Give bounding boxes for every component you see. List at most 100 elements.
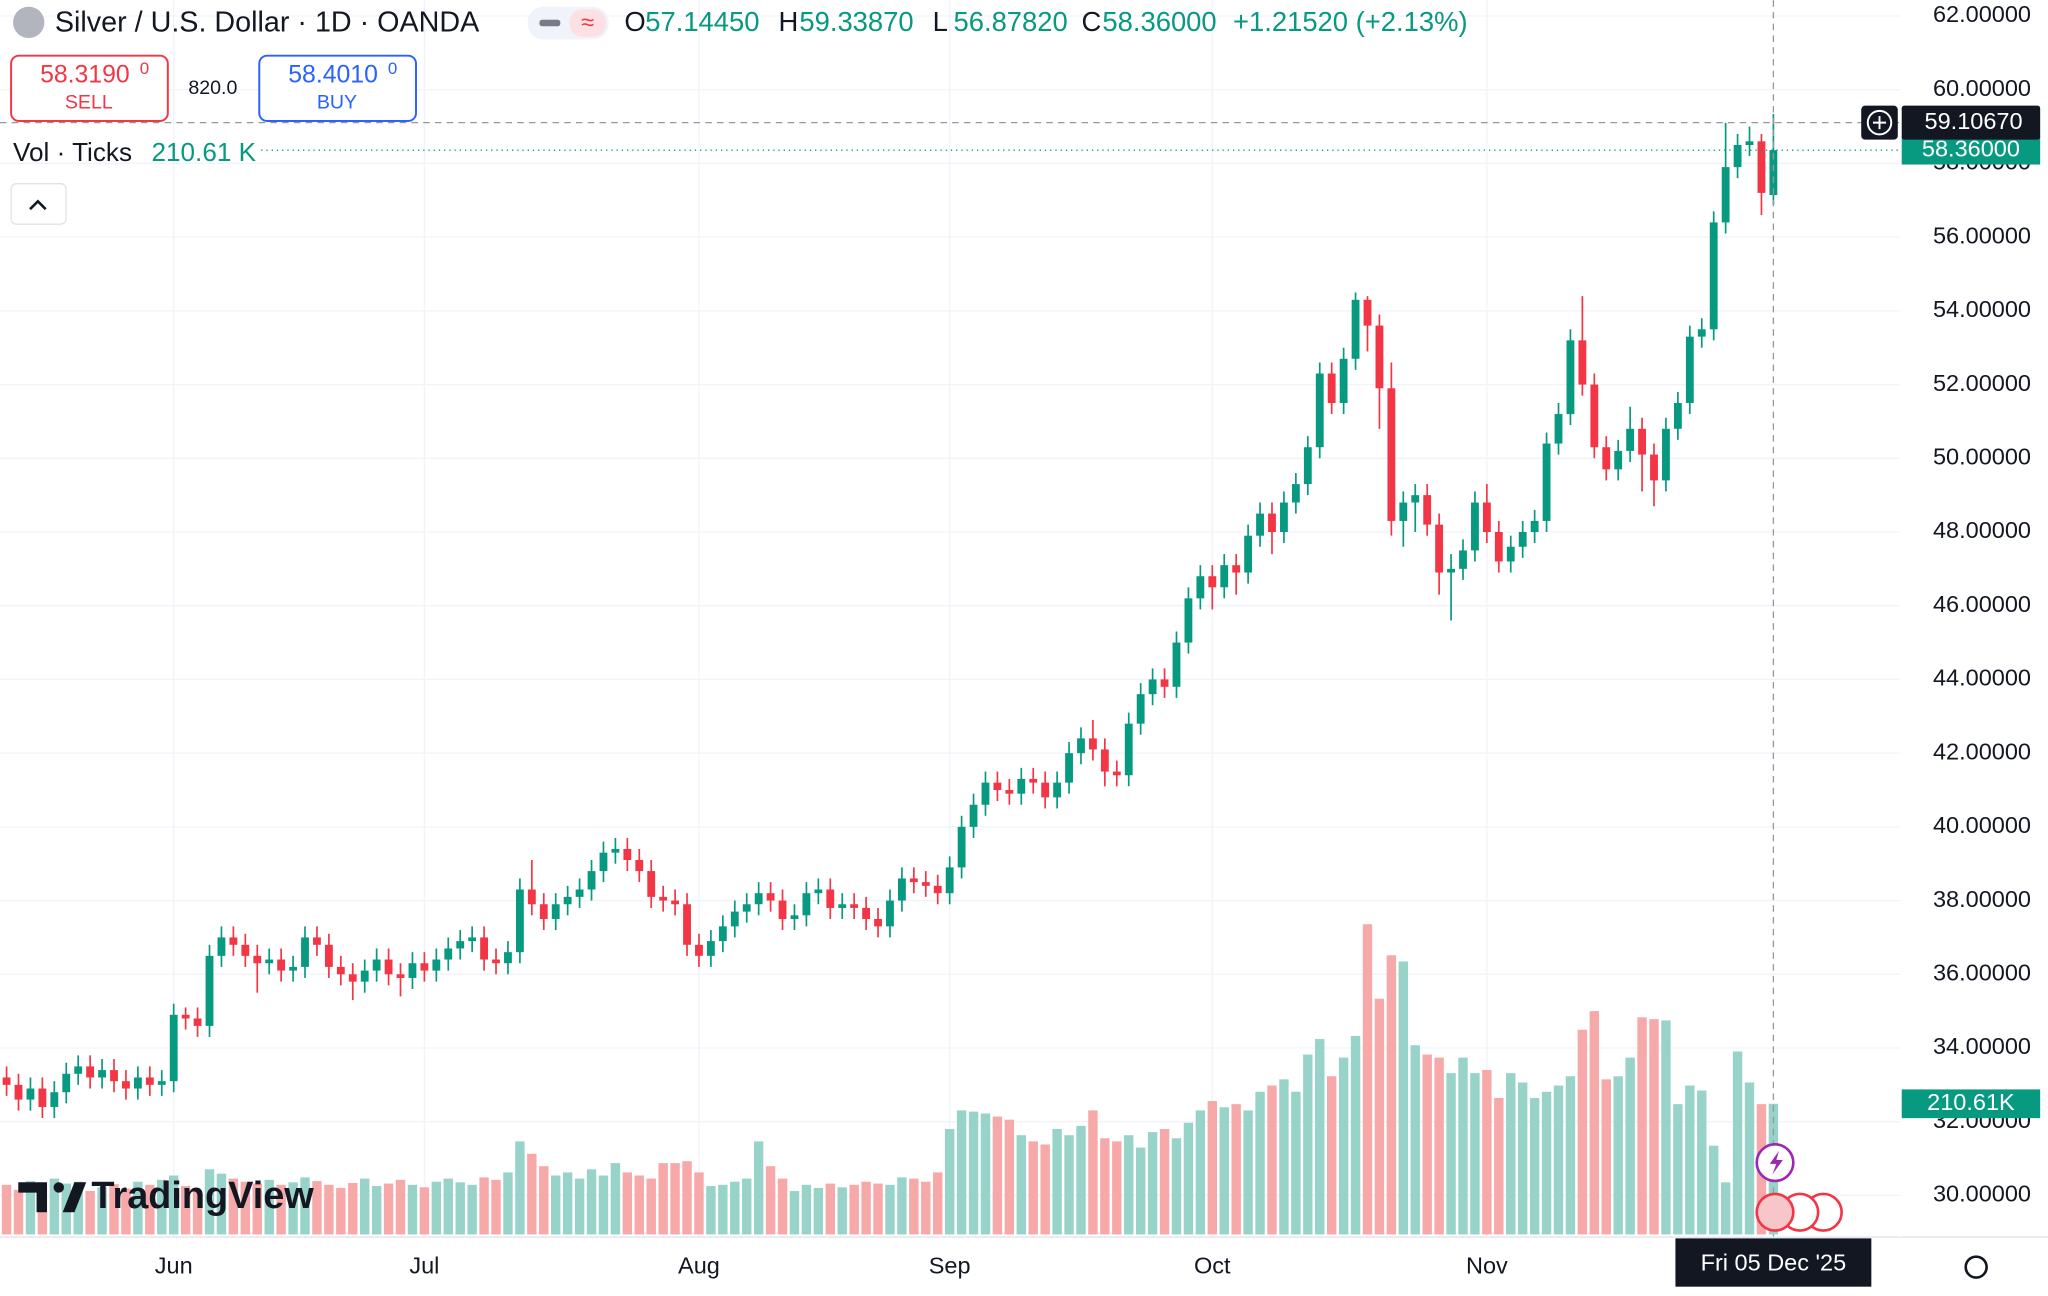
volume-bar	[980, 1113, 991, 1235]
volume-bar	[801, 1184, 812, 1235]
candle-body	[1196, 576, 1205, 599]
candle-body	[933, 885, 942, 894]
candle-body	[1148, 679, 1157, 695]
volume-bar	[479, 1177, 489, 1235]
volume-bar	[1517, 1082, 1528, 1235]
y-tick-label: 60.00000	[1933, 75, 2031, 101]
candle-body	[1590, 384, 1599, 448]
y-tick-label: 36.00000	[1933, 959, 2031, 985]
candle-body	[1471, 502, 1479, 551]
crosshair-price-badge	[1901, 105, 2041, 140]
volume-bar	[1673, 1104, 1683, 1235]
volume-bar	[753, 1141, 764, 1235]
candle-body	[1303, 447, 1312, 485]
volume-bar	[1171, 1138, 1182, 1235]
buy-button[interactable]	[258, 54, 417, 122]
collapse-button[interactable]	[10, 183, 67, 225]
volume-bar	[1362, 924, 1373, 1235]
volume-bar	[586, 1169, 597, 1235]
buy-label: BUY	[317, 92, 357, 114]
candle-body	[921, 882, 930, 886]
sell-label: SELL	[65, 92, 113, 114]
candle-body	[492, 959, 500, 964]
volume-bar	[622, 1172, 633, 1235]
toggle-icon: ≈	[581, 9, 594, 35]
candle-body	[1375, 325, 1384, 389]
candle-body	[408, 963, 417, 978]
candle-body	[133, 1077, 142, 1089]
candle-body	[1124, 723, 1133, 776]
add-alert-icon	[1872, 116, 1887, 130]
candle-body	[193, 1018, 202, 1026]
volume-bar	[228, 1178, 239, 1235]
volume-bar	[1267, 1085, 1277, 1235]
volume-bar	[527, 1153, 537, 1235]
volume-bar	[1386, 955, 1397, 1235]
volume-bar	[706, 1186, 716, 1235]
volume-bar	[1374, 998, 1385, 1235]
event-flag[interactable]	[1755, 1192, 1795, 1232]
volume-bar	[1064, 1135, 1074, 1235]
volume-bar	[1697, 1090, 1707, 1235]
candle-body	[563, 896, 572, 905]
settings-icon[interactable]	[1964, 1255, 1988, 1279]
x-tick-label: Jun	[155, 1252, 193, 1278]
candle-body	[730, 911, 739, 927]
y-tick-label: 34.00000	[1933, 1033, 2031, 1059]
candle-body	[1160, 679, 1169, 687]
candle-body	[1363, 299, 1372, 326]
volume-bar	[1255, 1091, 1265, 1235]
volume-bar	[1398, 961, 1409, 1235]
volume-bar	[634, 1175, 644, 1235]
candle-body	[862, 907, 871, 919]
volume-bar	[109, 1184, 119, 1235]
candle-body	[1626, 428, 1635, 451]
volume-bar	[73, 1181, 83, 1235]
candle-body	[504, 952, 512, 964]
volume-bar	[168, 1175, 179, 1235]
volume-bar	[1410, 1045, 1420, 1235]
candle-body	[1733, 145, 1742, 168]
candle-body	[145, 1077, 154, 1085]
candle-body	[1112, 771, 1121, 776]
candle-body	[575, 889, 584, 897]
candle-body	[1554, 414, 1563, 444]
volume-bar	[1315, 1039, 1325, 1235]
volume-bar	[598, 1175, 609, 1235]
candle-body	[587, 871, 596, 890]
sell-button[interactable]	[10, 54, 169, 122]
candle-body	[945, 867, 954, 894]
volume-bar	[1553, 1085, 1564, 1235]
candle-body	[1100, 749, 1109, 772]
candle-body	[480, 937, 489, 960]
volume-bar	[670, 1163, 680, 1235]
candle-body	[1566, 340, 1575, 415]
candle-body	[886, 900, 894, 927]
volume-bar	[395, 1179, 406, 1235]
volume-bar	[1720, 1182, 1731, 1235]
ohlc-key: C	[1081, 6, 1101, 37]
symbol-icon	[13, 6, 45, 39]
candle-body	[1494, 531, 1503, 562]
candle-body	[778, 900, 787, 919]
volume-bar	[336, 1187, 346, 1235]
candle-body	[706, 941, 715, 956]
candle-body	[635, 860, 644, 872]
candle-body	[98, 1070, 106, 1078]
ohlc-value: 59.33870	[799, 6, 913, 37]
candle-body	[1136, 694, 1145, 724]
volume-bar	[777, 1178, 788, 1235]
candle-body	[826, 889, 835, 908]
candle-body	[850, 904, 859, 908]
y-tick-label: 42.00000	[1933, 738, 2031, 764]
y-tick-label: 50.00000	[1933, 443, 2031, 469]
ohlc-value: 57.14450	[645, 6, 759, 37]
crosshair-date-badge	[1675, 1238, 1872, 1287]
candle-body	[157, 1081, 166, 1085]
candle-body	[2, 1077, 11, 1085]
candle-body	[348, 974, 357, 982]
event-icon	[1769, 1150, 1783, 1175]
candle-body	[1650, 454, 1658, 481]
